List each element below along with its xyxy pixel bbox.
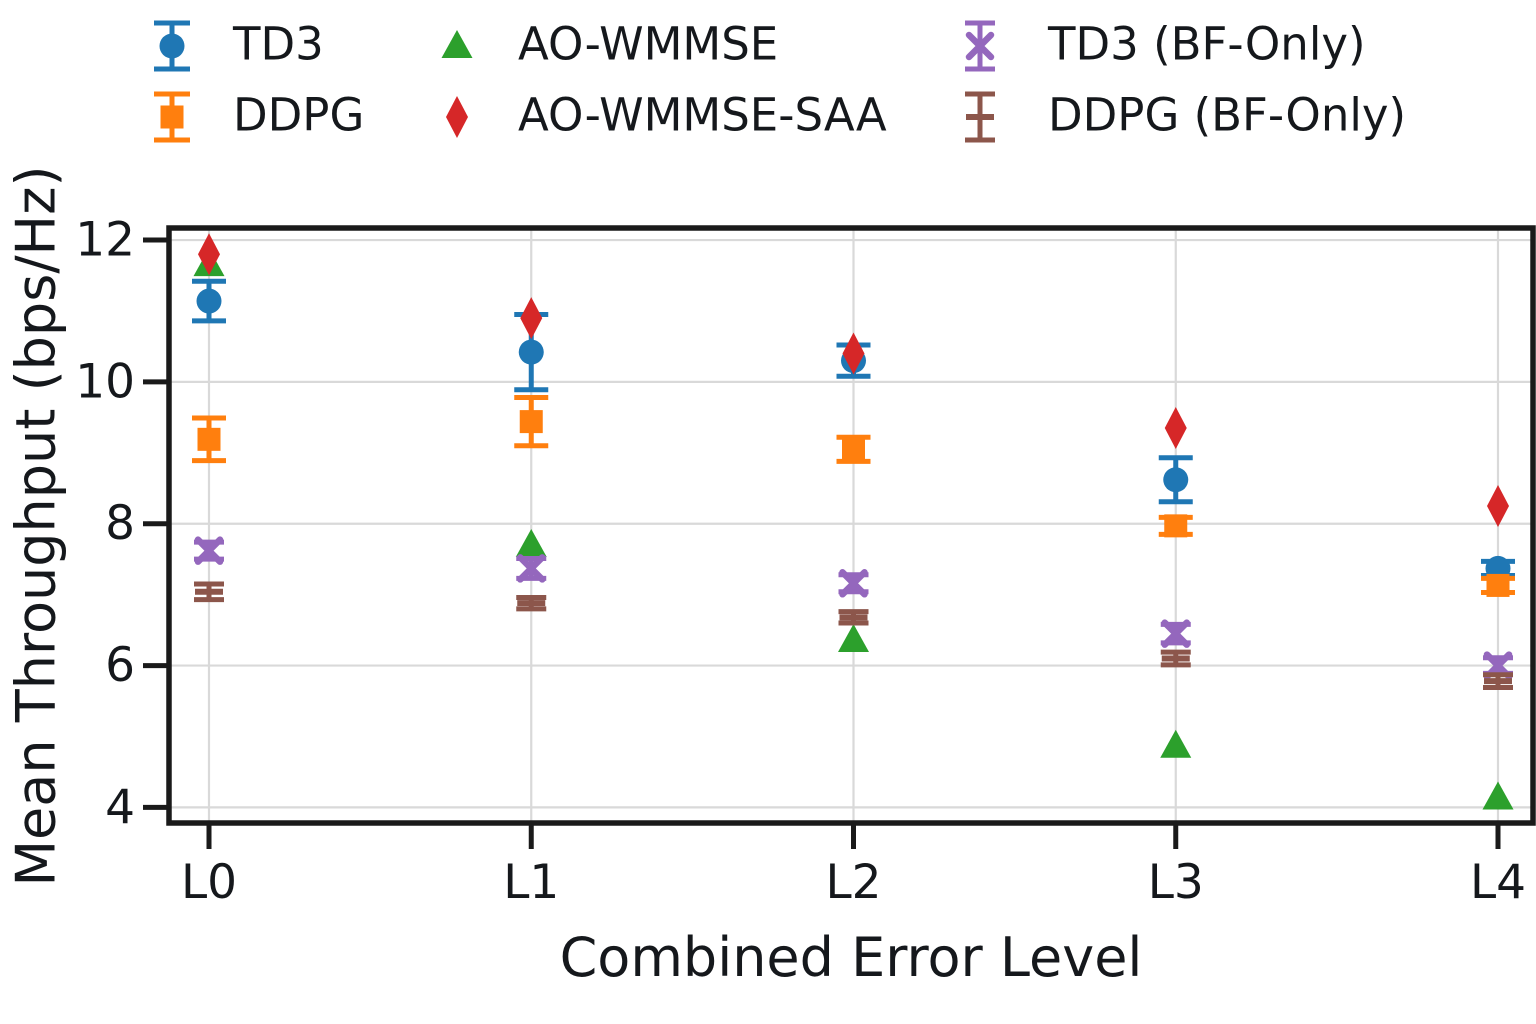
marker-ao-wmmse-L1 — [515, 529, 547, 558]
tick-label-y-4: 4 — [105, 780, 135, 835]
legend-marker-ddpg-icon — [154, 91, 190, 143]
legend-markerglyph-ao-wmmse-saa — [446, 96, 468, 138]
marker-ao-wmmse-L3 — [1160, 729, 1192, 758]
y-axis-label: Mean Throughput (bps/Hz) — [4, 165, 68, 887]
marker-ddpg-L2 — [842, 437, 865, 461]
legend-markerglyph-ao-wmmse — [441, 30, 473, 58]
tick-label-x-L0: L0 — [181, 855, 237, 910]
tick-label-y-6: 6 — [105, 638, 135, 693]
tick-label-x-L2: L2 — [825, 855, 881, 910]
legend-markerglyph-td3 — [159, 33, 185, 59]
marker-td3-L1 — [518, 339, 544, 365]
tick-label-x-L3: L3 — [1148, 855, 1204, 910]
legend-label-td3-bf-only: TD3 (BF-Only) — [1048, 17, 1366, 71]
marker-td3-bf-only-L3 — [1161, 619, 1190, 648]
axis-ticks: 4 6 8 10 12 L0 L1 L2 L3 L4 — [75, 213, 1526, 910]
legend-label-ddpg-bf-only: DDPG (BF-Only) — [1048, 88, 1407, 142]
marker-td3-bf-only-L1 — [517, 554, 546, 583]
tick-label-y-10: 10 — [75, 354, 135, 409]
marker-td3-bf-only-L0 — [194, 536, 224, 565]
series-ddpg — [192, 394, 1515, 597]
gridlines — [169, 228, 1533, 823]
x-axis-label: Combined Error Level — [559, 926, 1143, 989]
legend-marker-ao-wmmse-saa-icon — [446, 96, 468, 138]
marker-ddpg-L1 — [519, 410, 543, 434]
plot-border — [166, 225, 1536, 826]
marker-ddpg-L3 — [1164, 514, 1188, 538]
legend-marker-ddpg-bf-only-icon — [965, 91, 995, 143]
series-ddpg-bf-only — [194, 581, 1513, 691]
marker-ao-wmmse-saa-L2 — [842, 332, 865, 375]
tick-label-x-L1: L1 — [503, 855, 559, 910]
legend-markerglyph-td3-bf-only — [965, 31, 995, 61]
marker-ao-wmmse-saa-L4 — [1487, 484, 1509, 527]
marker-ddpg-L0 — [197, 427, 221, 451]
marker-ao-wmmse-L4 — [1482, 781, 1514, 810]
marker-ao-wmmse-saa-L0 — [198, 233, 220, 276]
marker-ddpg-L4 — [1486, 573, 1510, 597]
marker-ao-wmmse-saa-L1 — [520, 297, 543, 340]
tick-label-x-L4: L4 — [1470, 855, 1526, 910]
marker-td3-L3 — [1163, 467, 1189, 493]
marker-ao-wmmse-saa-L3 — [1164, 406, 1187, 449]
series-ao-wmmse-saa — [198, 233, 1509, 527]
legend-marker-td3-bf-only-icon — [965, 20, 995, 72]
legend-markerglyph-ddpg — [160, 105, 184, 129]
marker-td3-L0 — [196, 288, 222, 314]
marker-ao-wmmse-L2 — [838, 624, 869, 653]
legend-label-ao-wmmse-saa: AO-WMMSE-SAA — [518, 88, 887, 142]
legend-label-ddpg: DDPG — [233, 88, 365, 142]
legend-label-td3: TD3 — [233, 17, 324, 71]
legend-label-ao-wmmse: AO-WMMSE — [518, 17, 779, 71]
legend-marker-td3-icon — [154, 20, 190, 72]
tick-label-y-8: 8 — [105, 496, 135, 551]
tick-label-y-12: 12 — [75, 213, 135, 268]
marker-td3-bf-only-L2 — [839, 569, 868, 598]
legend-marker-ao-wmmse-icon — [441, 30, 473, 58]
